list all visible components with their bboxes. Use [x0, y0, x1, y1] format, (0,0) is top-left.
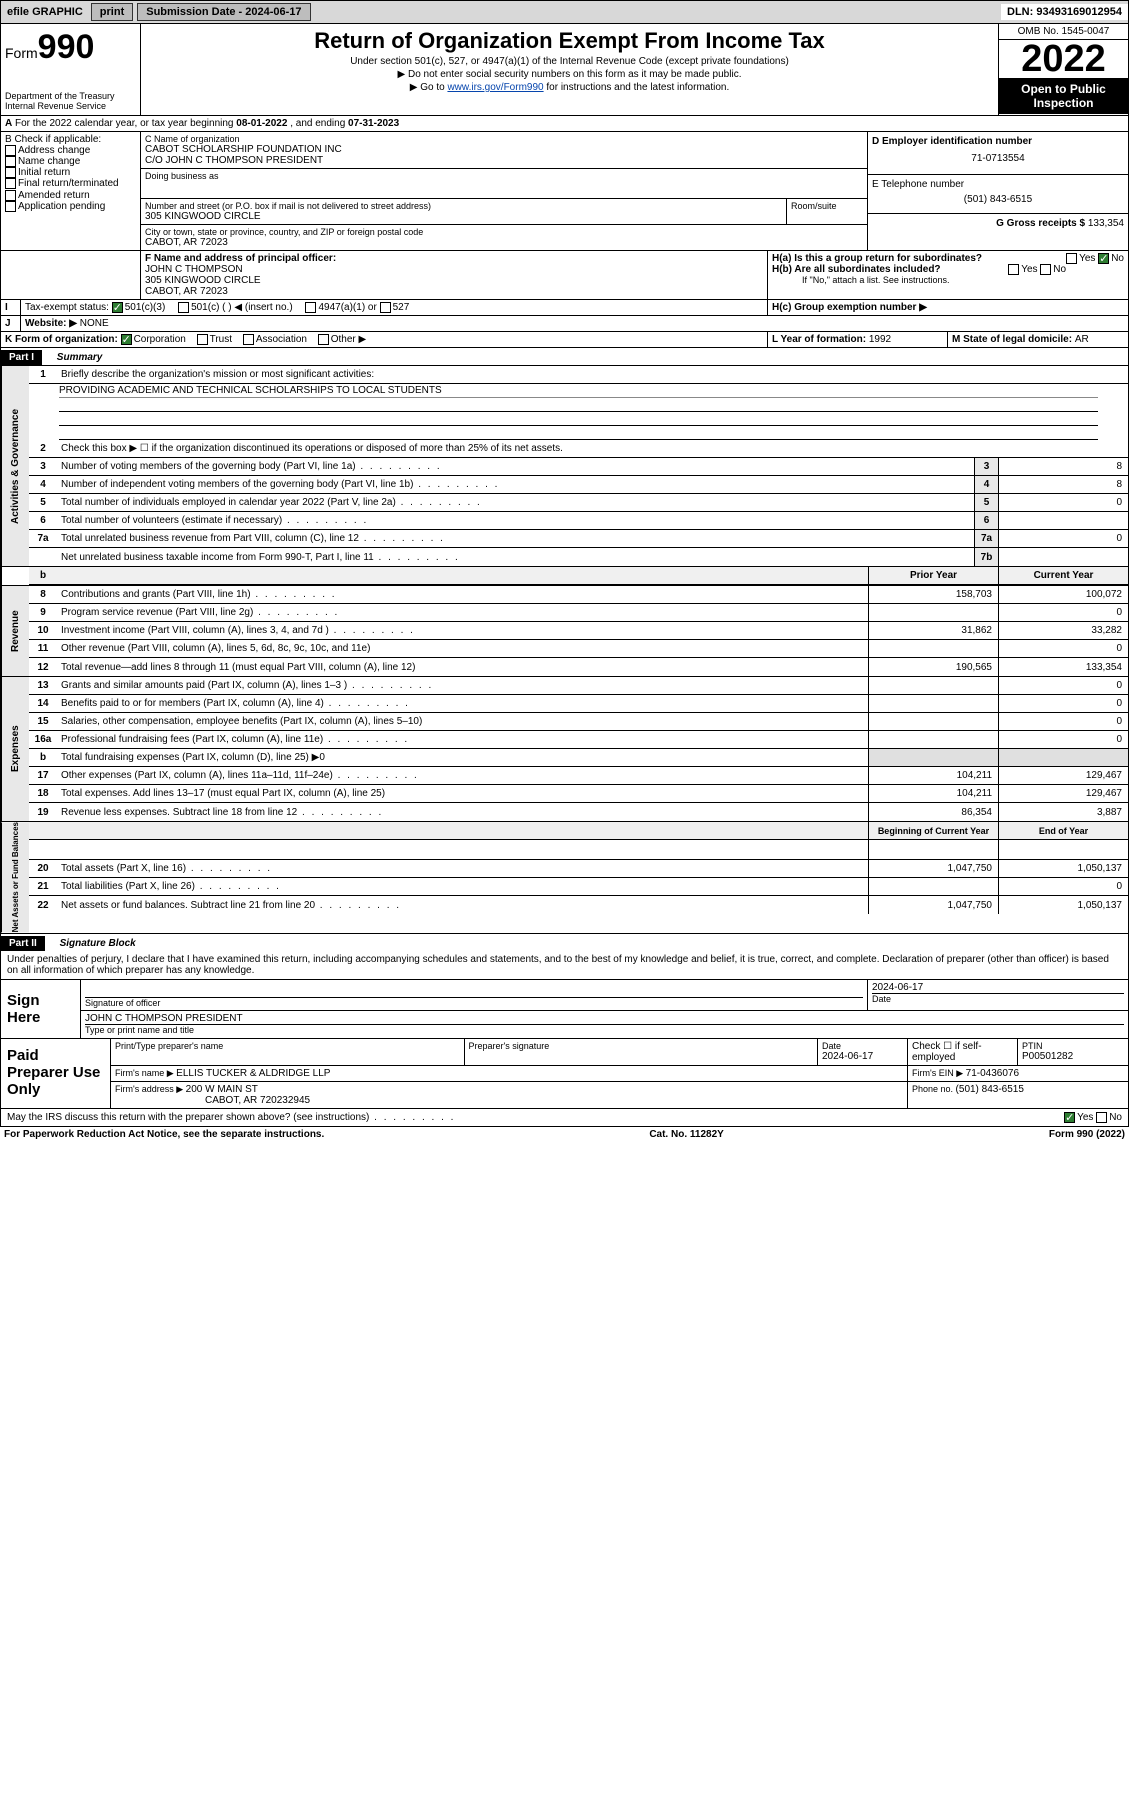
box-k-label: K Form of organization:: [5, 334, 118, 345]
line4-val: 8: [998, 476, 1128, 493]
page-footer: For Paperwork Reduction Act Notice, see …: [0, 1127, 1129, 1142]
year-formation: 1992: [869, 334, 891, 345]
check-trust[interactable]: [197, 334, 208, 345]
check-assoc[interactable]: [243, 334, 254, 345]
check-501c[interactable]: [178, 302, 189, 313]
part1-header: Part I: [1, 350, 42, 365]
check-final[interactable]: Final return/terminated: [5, 178, 136, 189]
hb-note: If "No," attach a list. See instructions…: [772, 275, 1124, 285]
tab-na: Net Assets or Fund Balances: [1, 822, 29, 932]
print-button[interactable]: print: [91, 3, 133, 21]
col-current: Current Year: [998, 567, 1128, 584]
discuss-yes[interactable]: [1064, 1112, 1075, 1123]
form-header: Form990 Department of the Treasury Inter…: [0, 24, 1129, 116]
topbar: efile GRAPHIC print Submission Date - 20…: [0, 0, 1129, 24]
col-prior: Prior Year: [868, 567, 998, 584]
period-row: A For the 2022 calendar year, or tax yea…: [0, 116, 1129, 132]
ein: 71-0713554: [872, 147, 1124, 170]
tax-year: 2022: [999, 40, 1128, 78]
check-501c3[interactable]: [112, 302, 123, 313]
expenses-block: Expenses 13Grants and similar amounts pa…: [0, 676, 1129, 821]
check-init[interactable]: Initial return: [5, 167, 136, 178]
box-d-label: D Employer identification number: [872, 136, 1124, 147]
box-b-label: B Check if applicable:: [5, 134, 136, 145]
hc: H(c) Group exemption number ▶: [768, 300, 1128, 315]
room-label: Room/suite: [791, 201, 863, 211]
paid-preparer: Paid Preparer Use Only Print/Type prepar…: [0, 1039, 1129, 1109]
box-c-label: C Name of organization: [145, 134, 863, 144]
line7b-val: [998, 548, 1128, 566]
mission: PROVIDING ACADEMIC AND TECHNICAL SCHOLAR…: [59, 384, 1098, 398]
open-public: Open to Public Inspection: [999, 78, 1128, 114]
discuss-no[interactable]: [1096, 1112, 1107, 1123]
line5-val: 0: [998, 494, 1128, 511]
officer-street: 305 KINGWOOD CIRCLE: [145, 275, 763, 286]
declaration: Under penalties of perjury, I declare th…: [0, 951, 1129, 980]
check-addr[interactable]: Address change: [5, 145, 136, 156]
officer-city: CABOT, AR 72023: [145, 286, 763, 297]
revenue-block: Revenue 8Contributions and grants (Part …: [0, 585, 1129, 676]
box-j-label: Website: ▶: [25, 318, 77, 329]
officer-signed: JOHN C THOMPSON PRESIDENT: [85, 1013, 1124, 1025]
box-i-label: Tax-exempt status:: [25, 302, 109, 313]
tab-ag: Activities & Governance: [1, 366, 29, 566]
street-label: Number and street (or P.O. box if mail i…: [145, 201, 782, 211]
sign-here: Sign Here Signature of officer 2024-06-1…: [0, 980, 1129, 1039]
tab-exp: Expenses: [1, 677, 29, 821]
check-other[interactable]: [318, 334, 329, 345]
dln: DLN: 93493169012954: [1001, 4, 1128, 20]
check-app[interactable]: Application pending: [5, 201, 136, 212]
irs-link[interactable]: www.irs.gov/Form990: [447, 82, 543, 93]
dept-treasury: Department of the Treasury: [5, 91, 136, 101]
line6-val: [998, 512, 1128, 529]
box-g-label: G Gross receipts $: [996, 218, 1088, 229]
tab-rev: Revenue: [1, 586, 29, 676]
state-domicile: AR: [1075, 334, 1089, 345]
check-527[interactable]: [380, 302, 391, 313]
website: NONE: [80, 318, 109, 329]
check-amend[interactable]: Amended return: [5, 190, 136, 201]
hb: H(b) Are all subordinates included? Yes …: [772, 264, 1124, 275]
line7a-val: 0: [998, 530, 1128, 547]
submission-date: Submission Date - 2024-06-17: [137, 3, 310, 21]
org-name-2: C/O JOHN C THOMPSON PRESIDENT: [145, 155, 863, 166]
form-title: Return of Organization Exempt From Incom…: [149, 28, 990, 54]
check-corp[interactable]: [121, 334, 132, 345]
part2-title: Signature Block: [60, 938, 136, 949]
check-name[interactable]: Name change: [5, 156, 136, 167]
phone: (501) 843-6515: [872, 190, 1124, 209]
subtitle-1: Under section 501(c), 527, or 4947(a)(1)…: [149, 56, 990, 67]
subtitle-3: ▶ Go to www.irs.gov/Form990 for instruct…: [149, 82, 990, 93]
officer-name: JOHN C THOMPSON: [145, 264, 763, 275]
firm-name: ELLIS TUCKER & ALDRIDGE LLP: [176, 1068, 330, 1079]
part1-title: Summary: [57, 352, 103, 363]
ha: H(a) Is this a group return for subordin…: [772, 253, 1124, 264]
city: CABOT, AR 72023: [145, 237, 863, 248]
part2-header: Part II: [1, 936, 45, 951]
discuss-row: May the IRS discuss this return with the…: [0, 1109, 1129, 1127]
efile-label: efile GRAPHIC: [1, 4, 89, 20]
box-f-label: F Name and address of principal officer:: [145, 253, 763, 264]
org-info: B Check if applicable: Address change Na…: [0, 132, 1129, 348]
box-e-label: E Telephone number: [872, 179, 1124, 190]
line3-val: 8: [998, 458, 1128, 475]
form-number: Form990: [5, 28, 136, 67]
gross-receipts: 133,354: [1088, 218, 1124, 229]
activities-governance: Activities & Governance 1Briefly describ…: [0, 365, 1129, 566]
irs-label: Internal Revenue Service: [5, 101, 136, 111]
city-label: City or town, state or province, country…: [145, 227, 863, 237]
dba-label: Doing business as: [145, 171, 863, 181]
street: 305 KINGWOOD CIRCLE: [145, 211, 782, 222]
check-4947[interactable]: [305, 302, 316, 313]
org-name-1: CABOT SCHOLARSHIP FOUNDATION INC: [145, 144, 863, 155]
subtitle-2: ▶ Do not enter social security numbers o…: [149, 69, 990, 80]
